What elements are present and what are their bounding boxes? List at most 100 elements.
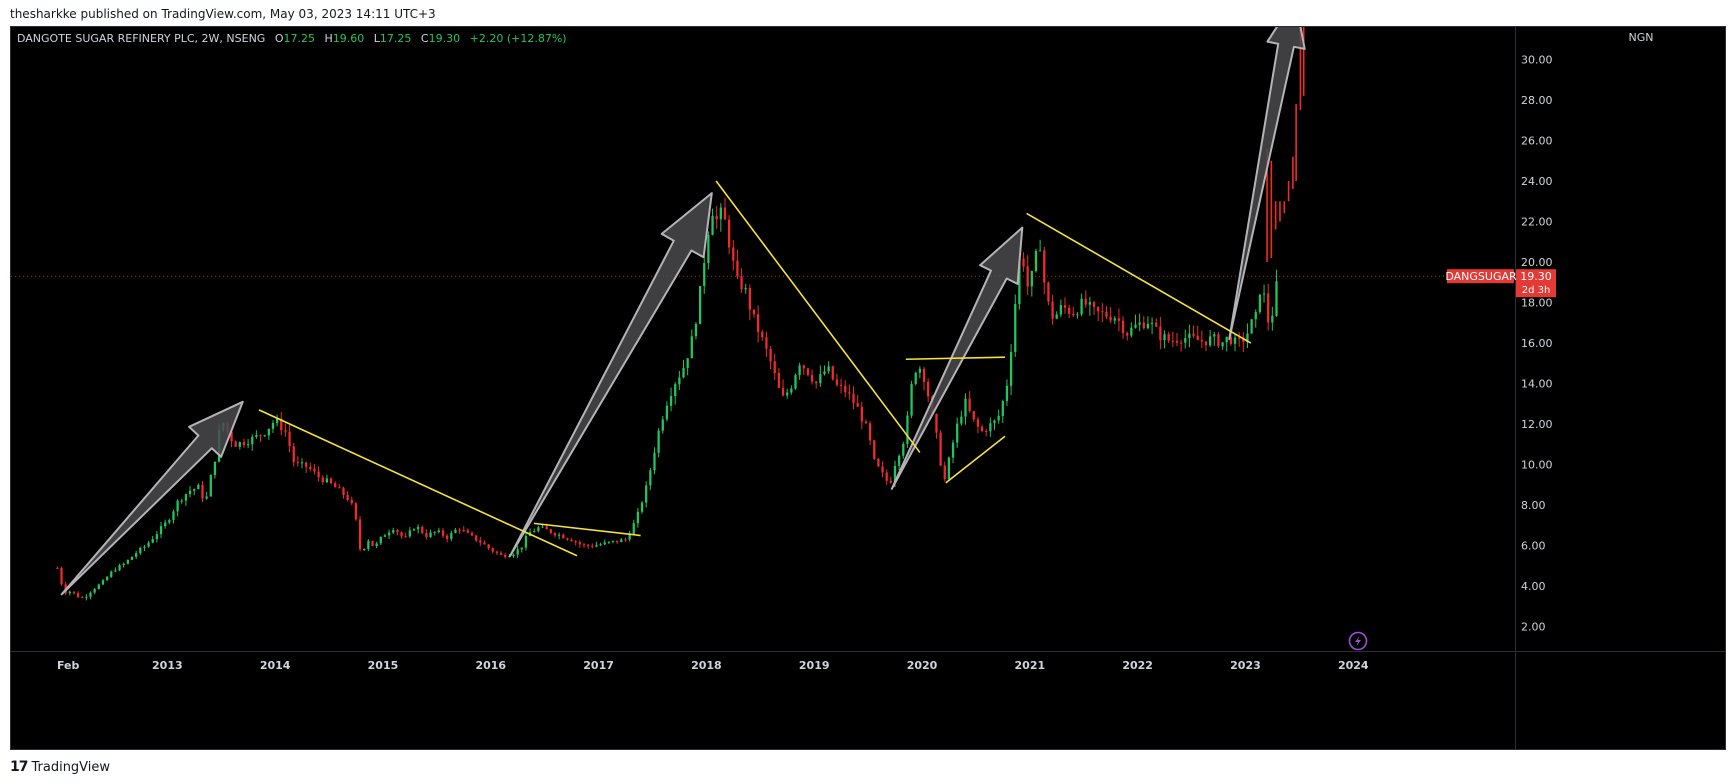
candle-body bbox=[906, 415, 909, 444]
trendline bbox=[905, 356, 1006, 361]
candle-body bbox=[686, 358, 689, 368]
arrow-drawing bbox=[1228, 0, 1306, 340]
candle-body bbox=[1208, 336, 1212, 346]
candle-body bbox=[964, 398, 967, 417]
currency-label: NGN bbox=[1629, 31, 1654, 44]
candle-body bbox=[197, 484, 200, 490]
candle-body bbox=[379, 536, 382, 544]
candle-body bbox=[72, 591, 76, 594]
candle-body bbox=[516, 549, 519, 555]
price-tag-symbol-bg bbox=[1447, 269, 1514, 284]
candle-body bbox=[810, 374, 814, 382]
candle-body bbox=[769, 348, 772, 362]
candle-body bbox=[1080, 298, 1083, 315]
chart-frame[interactable]: 2.00 4.00 6.00 8.00 10.00 12.00 14.00 16.00 18.0… bbox=[10, 0, 1726, 750]
candle-body bbox=[280, 418, 283, 431]
candle-body bbox=[553, 532, 557, 536]
candle-body bbox=[176, 500, 179, 512]
candle-body bbox=[852, 393, 855, 404]
lightning-icon[interactable] bbox=[1348, 631, 1368, 651]
candle-body bbox=[1088, 302, 1092, 305]
candle-body bbox=[839, 384, 843, 386]
candle-body bbox=[868, 423, 872, 441]
x-tick-label: 2023 bbox=[1230, 659, 1261, 672]
candle-body bbox=[794, 375, 797, 389]
candle-body bbox=[1101, 311, 1104, 313]
candle-body bbox=[773, 361, 776, 374]
candle-body bbox=[263, 435, 266, 437]
candle-body bbox=[321, 477, 324, 483]
candle-body bbox=[76, 593, 80, 598]
candle-body bbox=[392, 530, 395, 533]
candle-body bbox=[1179, 342, 1183, 344]
candle-body bbox=[329, 478, 333, 484]
y-tick-label: 8.00 bbox=[1521, 499, 1546, 512]
candle-body bbox=[383, 535, 387, 537]
candle-body bbox=[761, 331, 764, 338]
candle-body bbox=[533, 531, 536, 533]
candle-body bbox=[902, 443, 905, 456]
candle-body bbox=[586, 544, 590, 546]
y-tick-label: 2.00 bbox=[1521, 621, 1546, 634]
candle-body bbox=[396, 530, 399, 533]
candle-body bbox=[251, 436, 254, 445]
candle-body bbox=[1113, 318, 1116, 321]
candle-body bbox=[1229, 336, 1233, 344]
y-tick-label: 20.00 bbox=[1521, 256, 1553, 269]
candle-body bbox=[582, 544, 586, 546]
legend-text: DANGOTE SUGAR REFINERY PLC, 2W, NSENG O1… bbox=[17, 32, 567, 45]
candle-body bbox=[1150, 322, 1154, 324]
candle-body bbox=[893, 465, 897, 483]
price-tag: DANGSUGAR 19.30 2d 3h bbox=[1445, 269, 1556, 298]
candle-body bbox=[1155, 322, 1158, 327]
candle-body bbox=[371, 540, 374, 546]
candle-body bbox=[889, 480, 892, 483]
candle-body bbox=[649, 470, 652, 486]
candle-body bbox=[193, 489, 196, 491]
candle-body bbox=[242, 442, 246, 445]
candle-body bbox=[1200, 340, 1203, 342]
candle-body bbox=[657, 430, 660, 453]
y-tick-label: 30.00 bbox=[1521, 53, 1553, 66]
candle-body bbox=[458, 529, 461, 531]
x-tick-label: Feb bbox=[57, 659, 80, 672]
candle-body bbox=[835, 379, 839, 385]
price-tag-symbol: DANGSUGAR bbox=[1445, 270, 1517, 283]
candle-body bbox=[68, 591, 71, 594]
candle-body bbox=[81, 597, 84, 599]
candle-body bbox=[143, 546, 146, 548]
candle-body bbox=[557, 534, 561, 536]
candle-body bbox=[1146, 323, 1150, 329]
candle-body bbox=[611, 540, 615, 542]
candle-body bbox=[694, 324, 698, 337]
candle-body bbox=[1159, 326, 1162, 341]
candle-body bbox=[325, 478, 329, 483]
candle-body bbox=[479, 540, 482, 543]
candle-body bbox=[1225, 336, 1228, 343]
candle-body bbox=[665, 405, 669, 420]
trendline bbox=[715, 180, 921, 453]
candle-body bbox=[255, 434, 258, 437]
y-tick-label: 22.00 bbox=[1521, 215, 1553, 228]
candle-body bbox=[1063, 305, 1067, 308]
candle-body bbox=[56, 567, 59, 569]
candle-body bbox=[259, 434, 262, 436]
candle-body bbox=[976, 419, 980, 427]
candle-body bbox=[512, 554, 515, 557]
candle-body bbox=[1221, 342, 1224, 347]
candle-body bbox=[475, 535, 478, 541]
candle-body bbox=[230, 431, 233, 442]
candle-body bbox=[375, 543, 378, 546]
candle-body bbox=[292, 446, 295, 463]
candle-body bbox=[578, 542, 581, 545]
price-chart[interactable]: 2.00 4.00 6.00 8.00 10.00 12.00 14.00 16.00 18.0… bbox=[11, 0, 1725, 749]
candle-body bbox=[168, 520, 171, 523]
price-tag-price: 19.30 bbox=[1520, 270, 1552, 283]
candle-body bbox=[877, 458, 880, 467]
candle-body bbox=[1051, 301, 1054, 319]
x-tick-label: 2019 bbox=[799, 659, 830, 672]
candle-body bbox=[358, 519, 362, 550]
candle-body bbox=[545, 526, 548, 530]
candle-body bbox=[566, 538, 569, 540]
candle-body bbox=[922, 368, 926, 382]
